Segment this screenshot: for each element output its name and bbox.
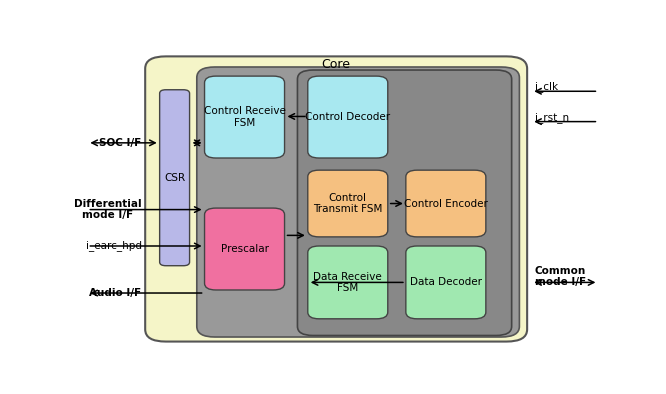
FancyBboxPatch shape bbox=[160, 90, 190, 266]
FancyBboxPatch shape bbox=[197, 67, 519, 337]
Text: i_rst_n: i_rst_n bbox=[535, 112, 569, 123]
Text: Control Receive
FSM: Control Receive FSM bbox=[204, 106, 286, 128]
Text: Audio I/F: Audio I/F bbox=[89, 288, 142, 298]
Text: Prescalar: Prescalar bbox=[220, 244, 268, 254]
FancyBboxPatch shape bbox=[406, 170, 486, 237]
FancyBboxPatch shape bbox=[308, 170, 388, 237]
Text: SOC I/F: SOC I/F bbox=[99, 138, 142, 148]
Text: Control Decoder: Control Decoder bbox=[305, 112, 390, 122]
Text: Common
mode I/F: Common mode I/F bbox=[535, 266, 586, 287]
Text: Control Encoder: Control Encoder bbox=[404, 199, 488, 208]
FancyBboxPatch shape bbox=[406, 246, 486, 319]
FancyBboxPatch shape bbox=[145, 56, 527, 342]
Text: Core: Core bbox=[322, 58, 351, 71]
FancyBboxPatch shape bbox=[204, 208, 284, 290]
FancyBboxPatch shape bbox=[308, 246, 388, 319]
Text: Control
Transmit FSM: Control Transmit FSM bbox=[313, 193, 382, 214]
Text: Differential
mode I/F: Differential mode I/F bbox=[74, 199, 142, 220]
Text: Data Decoder: Data Decoder bbox=[410, 277, 482, 287]
FancyBboxPatch shape bbox=[204, 76, 284, 158]
Text: CSR: CSR bbox=[164, 173, 185, 183]
Text: Data Receive
FSM: Data Receive FSM bbox=[314, 271, 382, 293]
FancyBboxPatch shape bbox=[298, 70, 511, 335]
Text: i_earc_hpd: i_earc_hpd bbox=[85, 241, 142, 251]
Text: i_clk: i_clk bbox=[535, 81, 558, 92]
FancyBboxPatch shape bbox=[308, 76, 388, 158]
